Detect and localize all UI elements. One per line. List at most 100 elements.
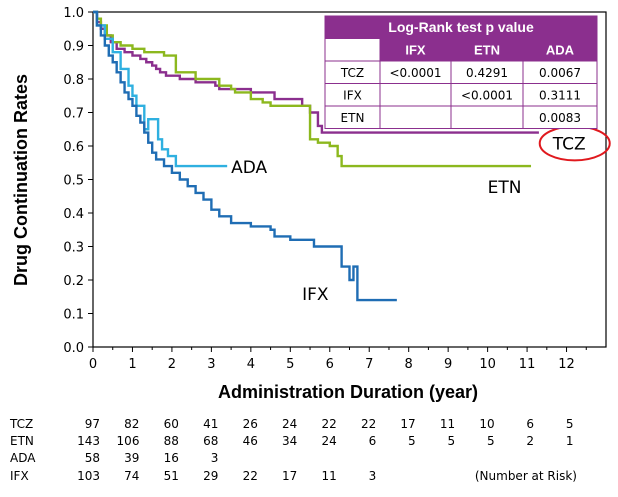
y-axis-title: Drug Continuation Rates xyxy=(11,74,31,286)
risk-count: 22 xyxy=(361,417,376,431)
x-tick-label: 1 xyxy=(128,357,136,372)
series-lines xyxy=(93,10,539,302)
risk-count: 68 xyxy=(203,434,218,448)
risk-count: 46 xyxy=(243,434,258,448)
series-line-ada xyxy=(93,10,228,168)
logrank-col-header: ETN xyxy=(474,43,500,58)
risk-count: 58 xyxy=(85,451,100,465)
y-tick-label: 0.1 xyxy=(63,308,84,323)
logrank-pvalue: 0.0067 xyxy=(539,66,581,80)
risk-count: 24 xyxy=(321,434,336,448)
y-tick-label: 1.0 xyxy=(63,6,84,21)
risk-count: 3 xyxy=(369,469,377,483)
risk-count: 82 xyxy=(124,417,139,431)
series-label-tcz: TCZ xyxy=(552,134,586,154)
series-label-ada: ADA xyxy=(231,158,267,178)
y-tick-label: 0.3 xyxy=(63,241,84,256)
risk-count: 16 xyxy=(164,451,179,465)
logrank-table: Log-Rank test p value IFX ETN ADA TCZ <0.0001… xyxy=(324,15,598,129)
x-tick-label: 5 xyxy=(286,357,294,372)
logrank-row-header: IFX xyxy=(343,89,362,103)
risk-row-label: ETN xyxy=(10,434,34,448)
risk-count: 41 xyxy=(203,417,218,431)
risk-count: 34 xyxy=(282,434,297,448)
logrank-cell-box xyxy=(379,83,452,107)
x-axis-title: Administration Duration (year) xyxy=(218,382,478,402)
x-tick-label: 12 xyxy=(558,357,575,372)
logrank-col-header: ADA xyxy=(546,43,575,58)
risk-count: 103 xyxy=(77,469,100,483)
risk-count: 29 xyxy=(203,469,218,483)
risk-count: 11 xyxy=(321,469,336,483)
risk-count: 22 xyxy=(321,417,336,431)
y-tick-label: 0.7 xyxy=(63,107,84,122)
risk-count: 5 xyxy=(566,417,574,431)
risk-count: 6 xyxy=(369,434,377,448)
risk-count: 24 xyxy=(282,417,297,431)
x-tick-label: 6 xyxy=(326,357,334,372)
logrank-pvalue: <0.0001 xyxy=(389,66,441,80)
logrank-pvalue: 0.3111 xyxy=(539,89,581,103)
risk-count: 17 xyxy=(282,469,297,483)
logrank-row-header: TCZ xyxy=(340,66,364,80)
series-line-etn xyxy=(93,10,532,168)
logrank-cell-box xyxy=(450,105,524,129)
risk-row-label: IFX xyxy=(10,469,29,483)
risk-count: 5 xyxy=(448,434,456,448)
risk-count: 17 xyxy=(400,417,415,431)
x-tick-label: 0 xyxy=(89,357,97,372)
logrank-cell-box xyxy=(379,105,452,129)
risk-count: 5 xyxy=(408,434,416,448)
x-tick-label: 3 xyxy=(207,357,215,372)
y-tick-label: 0.6 xyxy=(63,140,84,155)
series-line-tcz xyxy=(93,10,539,134)
series-line-ifx xyxy=(93,10,397,302)
risk-count: 10 xyxy=(479,417,494,431)
risk-count: 5 xyxy=(487,434,495,448)
logrank-cell-box xyxy=(522,105,598,129)
logrank-pvalue: 0.0083 xyxy=(539,111,581,125)
y-tick-label: 0.8 xyxy=(63,73,84,88)
y-tick-label: 0.2 xyxy=(63,274,84,289)
risk-count: 143 xyxy=(77,434,100,448)
x-tick-label: 2 xyxy=(168,357,176,372)
risk-count: 39 xyxy=(124,451,139,465)
risk-row-label: ADA xyxy=(10,451,36,465)
logrank-row-header: ETN xyxy=(341,111,365,125)
y-tick-label: 0.4 xyxy=(63,207,84,222)
risk-count: 26 xyxy=(243,417,258,431)
x-tick-label: 11 xyxy=(519,357,536,372)
series-label-ifx: IFX xyxy=(302,285,329,305)
risk-count: 2 xyxy=(526,434,534,448)
logrank-pvalue: <0.0001 xyxy=(461,89,513,103)
y-tick-label: 0.0 xyxy=(63,341,84,356)
risk-note: (Number at Risk) xyxy=(475,469,577,483)
y-tick-label: 0.9 xyxy=(63,40,84,55)
series-labels: ADA ETN IFX TCZ xyxy=(231,125,611,305)
x-tick-label: 8 xyxy=(405,357,413,372)
axes: 0 1 2 3 4 5 6 7 8 9 10 11 120.00.10.20.30.40.50.60.7… xyxy=(63,6,587,372)
risk-count: 51 xyxy=(164,469,179,483)
risk-count: 106 xyxy=(117,434,140,448)
risk-count: 22 xyxy=(243,469,258,483)
x-tick-label: 7 xyxy=(365,357,373,372)
risk-count: 60 xyxy=(164,417,179,431)
y-tick-label: 0.5 xyxy=(63,174,84,189)
x-tick-label: 10 xyxy=(479,357,496,372)
risk-count: 11 xyxy=(440,417,455,431)
series-label-etn: ETN xyxy=(488,178,522,198)
risk-count: 3 xyxy=(211,451,219,465)
x-tick-label: 4 xyxy=(247,357,255,372)
risk-count: 88 xyxy=(164,434,179,448)
risk-count: 6 xyxy=(526,417,534,431)
x-tick-label: 9 xyxy=(444,357,452,372)
logrank-col-header: IFX xyxy=(405,43,426,58)
risk-row-label: TCZ xyxy=(9,417,33,431)
logrank-pvalue: 0.4291 xyxy=(466,66,508,80)
risk-count: 1 xyxy=(566,434,574,448)
risk-count: 74 xyxy=(124,469,139,483)
logrank-header-cell xyxy=(324,38,381,62)
risk-count: 97 xyxy=(85,417,100,431)
